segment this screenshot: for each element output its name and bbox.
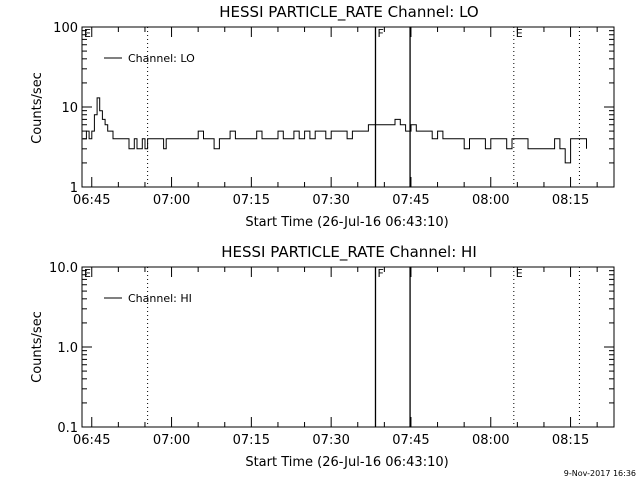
x-tick-label: 08:15 xyxy=(552,433,589,448)
x-tick-label: 07:15 xyxy=(233,193,270,208)
lo-legend-label: Channel: LO xyxy=(128,52,195,65)
event-marker-label: E xyxy=(516,267,523,280)
hi-y-axis-label: Counts/sec xyxy=(30,311,45,383)
event-marker-label: E xyxy=(516,27,523,40)
series-line-channel-lo xyxy=(82,97,587,164)
hi-chart-title: HESSI PARTICLE_RATE Channel: HI xyxy=(221,243,477,262)
y-tick-label: 10.0 xyxy=(49,261,78,276)
plot-frame xyxy=(81,26,615,188)
lo-x-axis-label: Start Time (26-Jul-16 06:43:10) xyxy=(245,215,448,230)
x-tick-label: 07:30 xyxy=(312,433,349,448)
lo-y-axis-label: Counts/sec xyxy=(30,72,45,144)
x-tick-label: 07:00 xyxy=(153,433,190,448)
y-tick-label: 1 xyxy=(70,181,78,196)
y-tick-label: 1.0 xyxy=(57,341,78,356)
x-tick-label: 07:45 xyxy=(392,433,429,448)
hi-x-axis-label: Start Time (26-Jul-16 06:43:10) xyxy=(245,455,448,470)
event-marker-label: E xyxy=(84,267,91,280)
event-marker-label: E xyxy=(84,27,91,40)
x-tick-label: 06:45 xyxy=(73,193,110,208)
y-tick-label: 100 xyxy=(53,21,78,36)
x-tick-label: 07:45 xyxy=(392,193,429,208)
x-tick-label: 08:00 xyxy=(472,433,509,448)
x-tick-label: 06:45 xyxy=(73,433,110,448)
event-marker-label: F xyxy=(377,267,383,280)
footer-timestamp: 9-Nov-2017 16:36 xyxy=(564,469,636,478)
x-tick-label: 08:15 xyxy=(552,193,589,208)
lo-chart-title: HESSI PARTICLE_RATE Channel: LO xyxy=(219,3,478,22)
x-tick-label: 07:00 xyxy=(153,193,190,208)
x-tick-label: 07:15 xyxy=(233,433,270,448)
event-marker-label: F xyxy=(377,27,383,40)
x-tick-label: 08:00 xyxy=(472,193,509,208)
lo-channel-panel: HESSI PARTICLE_RATE Channel: LO Counts/s… xyxy=(30,3,615,230)
hi-legend-label: Channel: HI xyxy=(128,292,192,305)
plot-frame xyxy=(81,266,615,428)
y-tick-label: 0.1 xyxy=(57,421,78,436)
hi-channel-panel: HESSI PARTICLE_RATE Channel: HI Counts/s… xyxy=(30,243,615,470)
x-tick-label: 07:30 xyxy=(312,193,349,208)
y-tick-label: 10 xyxy=(61,101,78,116)
